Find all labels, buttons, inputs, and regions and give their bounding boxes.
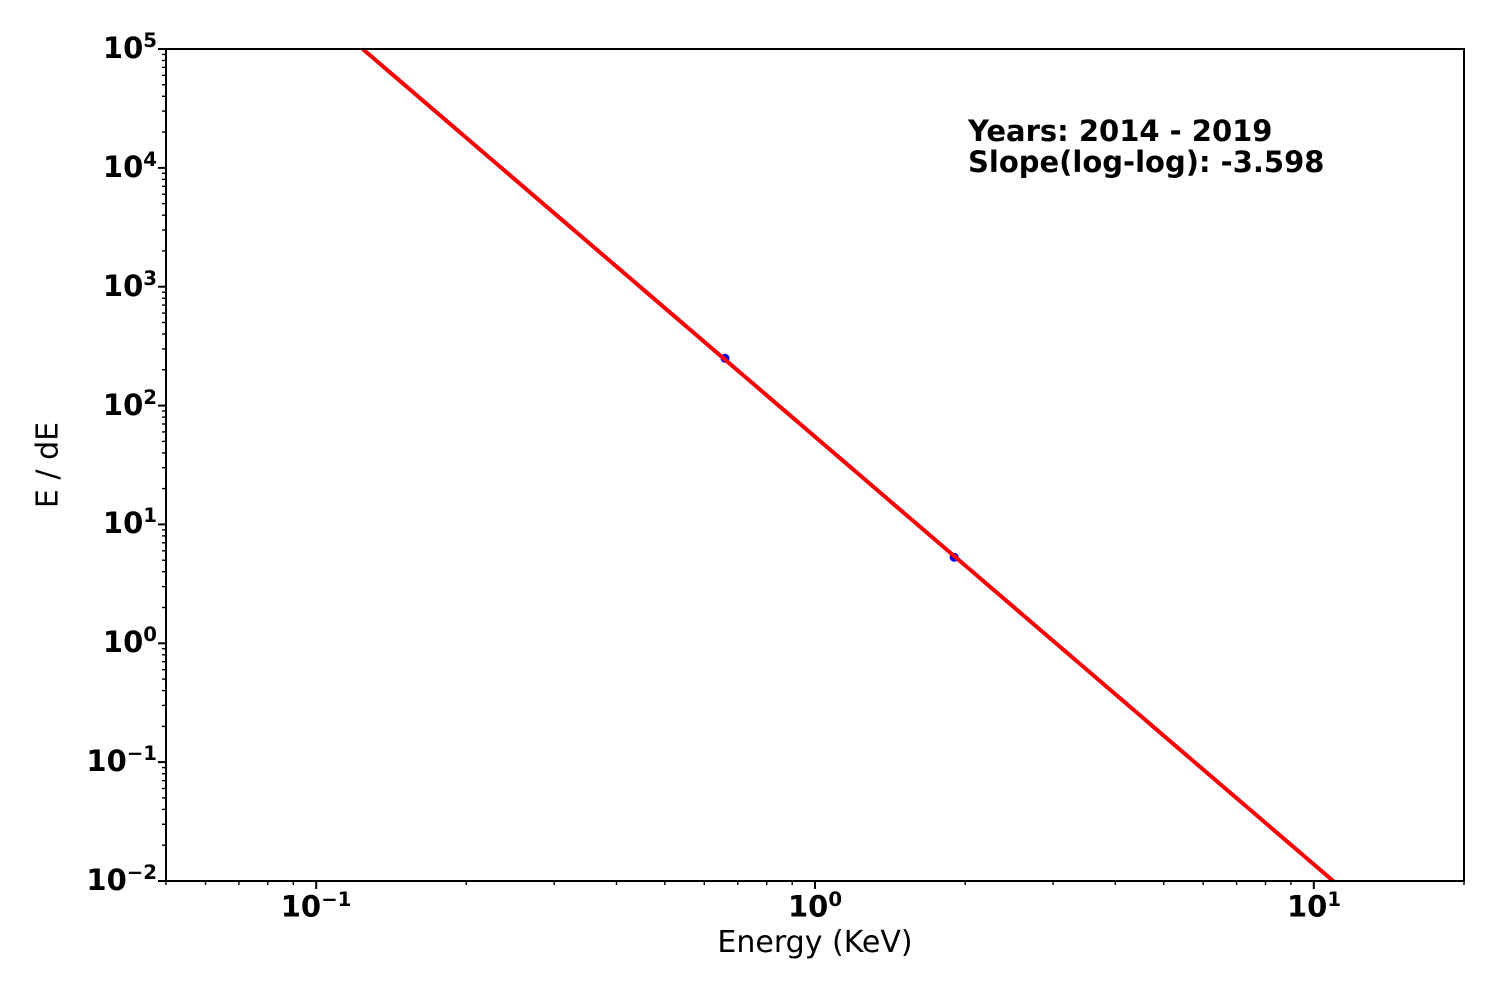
y-axis-label: E / dE [30,421,66,509]
y-tick-label: 101 [102,504,157,540]
y-tick-label: 103 [102,267,157,303]
annotation: Years: 2014 - 2019 Slope(log-log): -3.59… [968,116,1324,178]
annotation-line-years: Years: 2014 - 2019 [968,114,1273,148]
y-tick-label: 10−1 [86,742,157,778]
plot-border [165,48,1465,882]
x-axis-label: Energy (KeV) [717,925,913,960]
x-tick-label: 101 [1286,888,1342,924]
x-tick-label: 100 [787,888,843,924]
y-tick-label: 100 [102,623,157,659]
x-tick-label: 10−1 [280,888,352,924]
y-tick-label: 104 [102,148,157,184]
y-tick-label: 105 [102,29,157,65]
y-tick-label: 102 [102,386,157,422]
fit-line [361,47,1335,883]
annotation-line-slope: Slope(log-log): -3.598 [968,145,1325,179]
y-tick-label: 10−2 [86,861,157,897]
